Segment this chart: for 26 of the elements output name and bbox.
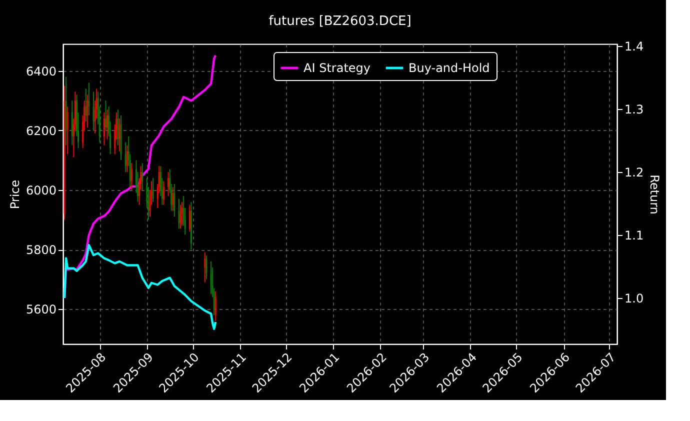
y2-tick-label: 1.3	[624, 102, 644, 116]
y2-axis-title: Return	[648, 174, 662, 214]
y2-tick-label: 1.1	[624, 228, 644, 242]
y-axis-title: Price	[8, 180, 22, 210]
candlestick	[71, 100, 73, 146]
y-tick-label: 6000	[26, 183, 56, 198]
y-tick-label: 5800	[26, 243, 56, 258]
y2-tick-label: 1.4	[624, 39, 644, 54]
candlestick	[103, 112, 105, 146]
y-tick-label: 6400	[26, 64, 56, 78]
candlestick	[180, 204, 182, 230]
candlestick	[92, 91, 94, 131]
y-tick-label: 6200	[26, 124, 56, 138]
line-series	[63, 244, 217, 330]
y2-tick-label: 1.2	[624, 165, 644, 180]
chart-title: futures [BZ2603.DCE]	[268, 14, 412, 29]
candlestick	[174, 184, 176, 218]
legend-label: Buy-and-Hold	[408, 61, 490, 75]
candlestick	[210, 260, 212, 295]
legend-label: AI Strategy	[304, 61, 371, 75]
candlestick	[178, 198, 180, 230]
y2-tick-label: 1.0	[624, 291, 644, 306]
candlestick	[206, 255, 208, 280]
y-tick-label: 5600	[26, 302, 56, 317]
candlestick	[142, 162, 144, 190]
candlestick	[188, 204, 190, 232]
